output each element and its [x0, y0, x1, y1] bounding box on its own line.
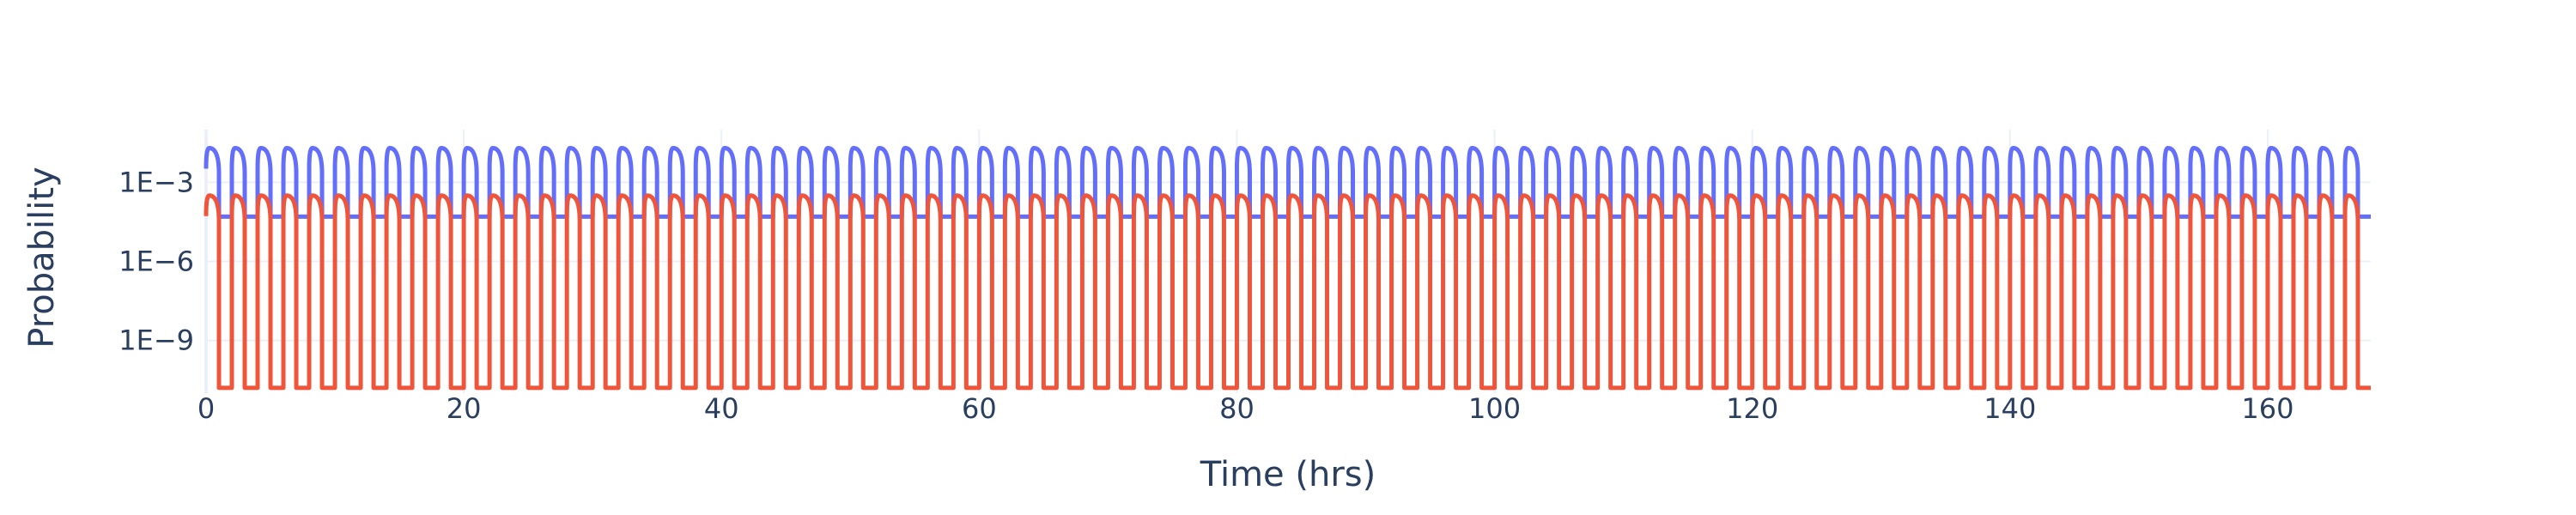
x-tick-label: 60	[962, 392, 997, 425]
x-tick-label: 80	[1219, 392, 1255, 425]
series-layer	[204, 145, 2371, 391]
x-tick-label: 140	[1984, 392, 2036, 425]
y-tick-label: 1E−6	[118, 245, 194, 278]
x-axis-ticks: 0 20 40 60 80 100 120 140 160	[197, 392, 2294, 425]
y-axis-title: Probability	[22, 167, 62, 348]
x-tick-label: 160	[2241, 392, 2293, 425]
x-tick-label: 0	[197, 392, 215, 425]
x-tick-label: 20	[447, 392, 482, 425]
x-tick-label: 120	[1726, 392, 1778, 425]
x-tick-label: 100	[1468, 392, 1521, 425]
y-tick-label: 1E−9	[118, 324, 194, 357]
y-tick-label: 1E−3	[118, 166, 194, 198]
x-axis-title: Time (hrs)	[1200, 455, 1376, 494]
x-tick-label: 40	[704, 392, 739, 425]
series-line-2	[204, 193, 2371, 391]
y-axis-ticks: 1E−3 1E−6 1E−9	[118, 166, 194, 356]
